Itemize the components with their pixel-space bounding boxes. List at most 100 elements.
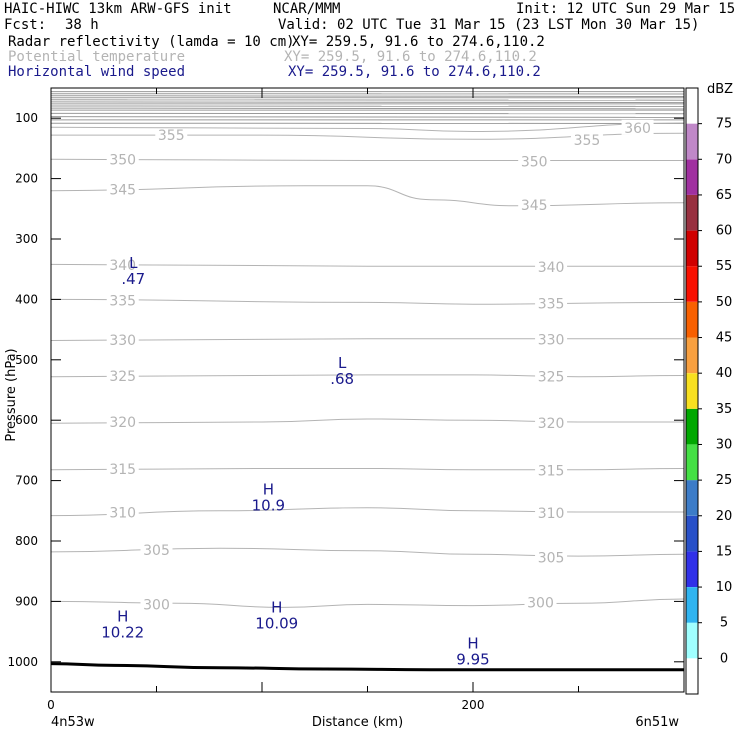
colorbar-segment — [686, 373, 698, 409]
y-axis-label: Pressure (hPa) — [4, 348, 19, 441]
colorbar-unit: dBZ — [707, 82, 733, 97]
theta-contour-label: 340 — [538, 260, 565, 276]
colorbar-segment — [686, 159, 698, 195]
theta-contour-350 — [50, 158, 684, 162]
terrain-line — [50, 662, 684, 672]
contour-label-bg — [106, 368, 139, 384]
theta-contour-label: 335 — [109, 294, 136, 310]
axes: 100 200 300 400 500 600 700 800 900 1000 0 200 — [7, 88, 685, 712]
hatch-line — [50, 95, 685, 97]
wind-extremum-value: 10.9 — [252, 497, 285, 515]
y-tick-label: 500 — [15, 353, 38, 367]
theta-contour-310 — [50, 507, 684, 517]
theta-contour-325 — [50, 374, 685, 378]
field-name-theta: Potential temperature — [8, 49, 186, 65]
contour-label-bg — [106, 151, 139, 167]
hatch-line — [50, 107, 685, 110]
colorbar-label: 65 — [716, 188, 733, 203]
theta-contour-label: 320 — [109, 415, 136, 431]
contour-label-bg — [106, 461, 139, 477]
theta-contour-label: 300 — [527, 596, 554, 612]
colorbar-label: 35 — [716, 402, 733, 417]
x-end-label: 6n51w — [635, 715, 679, 730]
colorbar-segment — [686, 658, 698, 694]
theta-contour-330 — [50, 338, 684, 341]
hatch-line — [50, 116, 685, 118]
contour-label-bg — [535, 462, 568, 478]
colorbar-segment — [686, 337, 698, 374]
contour-label-bg — [106, 331, 139, 347]
field-xy-wind: XY= 259.5, 91.6 to 274.6,110.2 — [288, 64, 541, 80]
contour-label-bg — [106, 181, 139, 197]
colorbar-segment — [686, 88, 698, 124]
contour-label-bg — [518, 153, 551, 169]
wind-extremum-type: L — [129, 254, 138, 272]
theta-contour-label: 355 — [158, 128, 185, 144]
y-tick-label: 700 — [15, 474, 38, 488]
theta-contour-label: 315 — [538, 463, 565, 479]
contour-label-bg — [535, 415, 568, 431]
theta-contour-label: 355 — [574, 133, 601, 149]
theta-contour-label: 310 — [538, 506, 565, 522]
theta-contour-label: 345 — [521, 198, 548, 214]
colorbar-segment — [686, 551, 698, 587]
terrain-surface — [50, 662, 684, 672]
contour-label-bg — [155, 127, 188, 143]
contour-label-bg — [106, 292, 139, 308]
init-time: Init: 12 UTC Sun 29 Mar 15 — [516, 1, 736, 17]
theta-contour-label: 325 — [109, 369, 136, 385]
contour-label-bg — [535, 549, 568, 565]
model-title: HAIC-HIWC 13km ARW-GFS init — [4, 1, 232, 17]
theta-contour-label: 305 — [143, 543, 170, 559]
theta-contour-label: 330 — [109, 333, 136, 349]
y-tick-label: 1000 — [7, 655, 38, 669]
colorbar-segment — [686, 194, 698, 231]
wind-extremum-value: 10.22 — [101, 624, 144, 642]
wind-extremum-value: .68 — [330, 370, 354, 388]
contour-label-bg — [140, 596, 173, 612]
contour-label-bg — [106, 504, 139, 520]
theta-contour-label: 325 — [538, 370, 565, 386]
upper-level-hatching — [50, 91, 685, 124]
fcst-label: Fcst: — [4, 17, 47, 33]
wind-extremum-type: H — [117, 608, 128, 626]
colorbar-label: 40 — [716, 366, 733, 381]
theta-contour-label: 320 — [538, 416, 565, 432]
contour-label-bg — [518, 197, 551, 213]
contour-label-bg — [535, 505, 568, 521]
theta-contour-label: 360 — [624, 121, 651, 137]
colorbar-label: 75 — [716, 117, 733, 132]
y-tick-label: 900 — [15, 594, 38, 608]
field-name-wind: Horizontal wind speed — [8, 64, 186, 80]
colorbar-segment — [686, 480, 698, 516]
colorbar-segment — [686, 622, 698, 659]
wind-extremum-type: H — [467, 635, 478, 653]
colorbar-label: 30 — [716, 437, 733, 452]
wind-extremum-value: 9.95 — [456, 651, 489, 669]
colorbar-label: 25 — [716, 473, 733, 488]
theta-contour-label: 330 — [538, 332, 565, 348]
colorbar-segment — [686, 408, 698, 445]
x-tick-label: 200 — [462, 698, 485, 712]
theta-contour-label: 340 — [109, 258, 136, 274]
colorbar-label: 70 — [716, 152, 733, 167]
theta-contours: 300 300 305 305 310 310 315 315 320 320 325 325 330 3… — [50, 119, 685, 613]
y-tick-label: 600 — [15, 413, 38, 427]
theta-contour-345 — [50, 185, 685, 207]
theta-contour-label: 335 — [538, 297, 565, 313]
contour-label-bg — [140, 542, 173, 558]
wind-extremum-type: H — [271, 599, 282, 617]
colorbar-segment — [686, 587, 698, 623]
wind-extremum-type: H — [263, 481, 274, 499]
theta-contour-label: 315 — [109, 462, 136, 478]
contour-label-bg — [535, 258, 568, 274]
colorbar-label: 50 — [716, 295, 733, 310]
theta-contour-300 — [50, 598, 685, 608]
theta-contour-label: 310 — [109, 506, 136, 522]
theta-contour-label: 350 — [109, 152, 136, 168]
y-tick-label: 800 — [15, 534, 38, 548]
colorbar-segment — [686, 444, 698, 481]
field-name-reflectivity: Radar reflectivity (lamda = 10 cm) — [8, 34, 295, 50]
